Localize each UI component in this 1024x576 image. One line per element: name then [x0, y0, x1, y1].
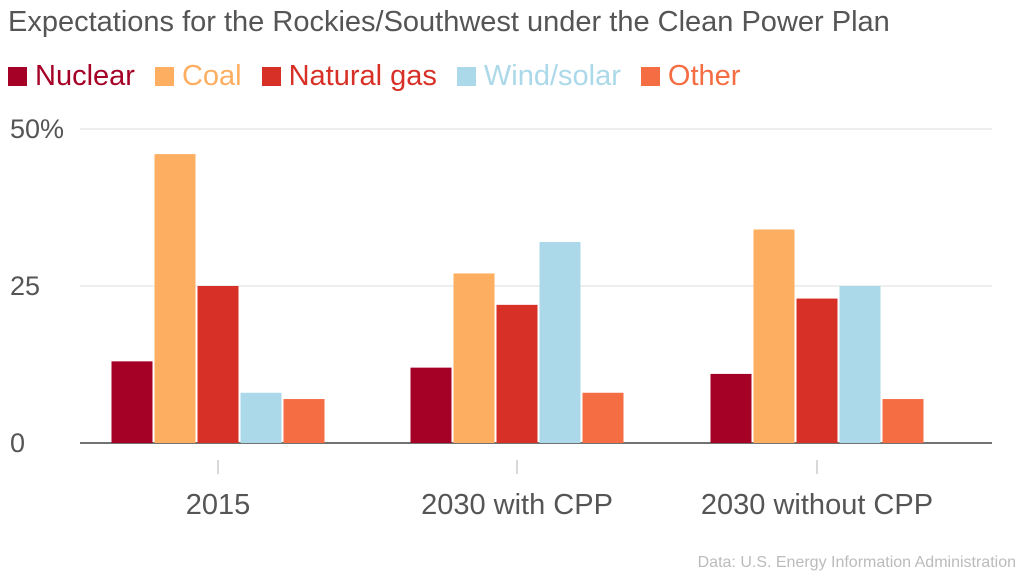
legend-label-other: Other	[667, 60, 741, 92]
legend-swatch-natural-gas	[261, 67, 281, 86]
legend-swatch-nuclear	[8, 67, 27, 86]
bar-other-2030-without-cpp	[882, 399, 924, 443]
bar-coal-2015	[154, 154, 196, 443]
chart-title: Expectations for the Rockies/Southwest u…	[8, 6, 890, 38]
legend-label-natural-gas: Natural gas	[288, 60, 437, 92]
source-note: Data: U.S. Energy Information Administra…	[697, 554, 1016, 571]
legend-item-other: Other	[640, 60, 741, 93]
legend-swatch-other	[640, 67, 660, 86]
x-tick-label-2015: 2015	[186, 489, 251, 521]
bar-other-2030-with-cpp	[582, 392, 624, 443]
bar-wind-solar-2030-with-cpp	[539, 242, 581, 443]
bar-natural-gas-2015	[197, 286, 239, 443]
legend-swatch-coal	[154, 67, 174, 86]
bar-nuclear-2030-without-cpp	[710, 373, 752, 443]
legend-label-nuclear: Nuclear	[35, 60, 135, 92]
legend-item-nuclear: Nuclear	[8, 60, 135, 93]
bar-natural-gas-2030-with-cpp	[496, 304, 538, 443]
legend-item-wind-solar: Wind/solar	[456, 60, 621, 93]
bar-coal-2030-without-cpp	[753, 229, 795, 443]
legend-label-coal: Coal	[181, 60, 242, 92]
x-tick-label-2030-with-cpp: 2030 with CPP	[421, 489, 613, 521]
bar-wind-solar-2030-without-cpp	[839, 286, 881, 443]
bar-other-2015	[283, 399, 325, 443]
legend: Nuclear Coal Natural gas Wind/solar Othe…	[8, 60, 760, 93]
x-tick-label-2030-without-cpp: 2030 without CPP	[701, 489, 933, 521]
bar-nuclear-2015	[111, 361, 153, 443]
bar-wind-solar-2015	[240, 392, 282, 443]
y-tick-label-0: 0	[10, 428, 25, 458]
legend-swatch-wind-solar	[456, 67, 476, 86]
legend-item-coal: Coal	[154, 60, 242, 93]
legend-item-natural-gas: Natural gas	[261, 60, 437, 93]
legend-label-wind-solar: Wind/solar	[483, 60, 621, 92]
bar-natural-gas-2030-without-cpp	[796, 298, 838, 443]
y-tick-label-25: 25	[10, 271, 40, 301]
bar-coal-2030-with-cpp	[453, 273, 495, 443]
y-tick-label-50: 50%	[10, 114, 64, 144]
bar-nuclear-2030-with-cpp	[410, 367, 452, 443]
